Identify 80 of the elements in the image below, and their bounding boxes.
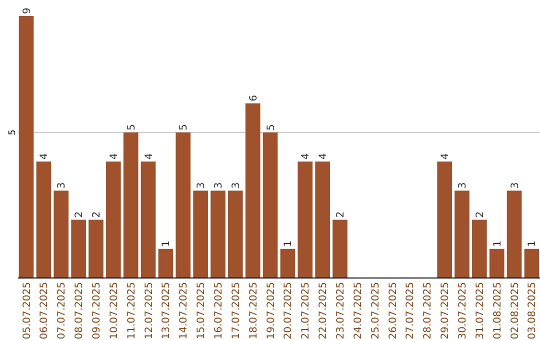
data-label: 4 xyxy=(318,153,330,160)
bar xyxy=(158,248,174,278)
data-label: 1 xyxy=(527,240,538,247)
x-tick-label: 27.07.2025 xyxy=(405,282,416,340)
bar xyxy=(332,220,348,278)
data-label: 2 xyxy=(91,211,102,218)
x-tick-label: 02.08.2025 xyxy=(510,282,521,340)
data-label: 4 xyxy=(300,153,312,160)
x-tick-label: 20.07.2025 xyxy=(283,282,294,340)
x-tick-label: 13.07.2025 xyxy=(161,282,172,340)
bar xyxy=(454,190,470,278)
bar xyxy=(489,248,504,278)
x-tick-label: 16.07.2025 xyxy=(214,282,224,340)
bar xyxy=(140,162,156,278)
bar xyxy=(280,248,296,278)
x-tick-label: 12.07.2025 xyxy=(144,282,155,340)
x-tick-label: 07.07.2025 xyxy=(56,282,68,340)
bar xyxy=(245,103,260,278)
bar xyxy=(88,220,104,278)
data-label: 9 xyxy=(22,8,33,14)
x-tick-label: 30.07.2025 xyxy=(458,282,469,340)
data-label: 4 xyxy=(144,153,155,160)
data-label: 4 xyxy=(108,153,120,160)
x-tick-label: 18.07.2025 xyxy=(248,282,260,340)
x-tick-label: 22.07.2025 xyxy=(318,282,330,340)
data-label: 1 xyxy=(492,240,504,247)
x-tick-label: 31.07.2025 xyxy=(474,282,486,340)
data-label: 6 xyxy=(248,94,260,102)
x-tick-label: 08.07.2025 xyxy=(74,282,86,340)
x-tick-label: 19.07.2025 xyxy=(266,282,277,340)
bar xyxy=(123,132,138,278)
bar xyxy=(506,190,522,278)
data-label: 4 xyxy=(440,153,452,160)
x-tick-label: 28.07.2025 xyxy=(422,282,434,340)
bar xyxy=(524,248,540,278)
x-tick-label: 26.07.2025 xyxy=(388,282,399,340)
bar xyxy=(437,162,452,278)
bar xyxy=(472,220,487,278)
bar xyxy=(36,162,52,278)
data-label: 5 xyxy=(266,124,277,130)
x-tick-label: 01.08.2025 xyxy=(492,282,504,340)
x-tick-label: 09.07.2025 xyxy=(91,282,102,340)
data-label: 3 xyxy=(56,182,68,189)
x-tick-label: 24.07.2025 xyxy=(352,282,364,340)
bar xyxy=(193,190,208,278)
x-tick-label: 25.07.2025 xyxy=(370,282,382,340)
x-tick-label: 29.07.2025 xyxy=(440,282,452,340)
data-label: 3 xyxy=(214,182,224,189)
bar xyxy=(228,190,243,278)
data-label: 2 xyxy=(336,211,346,218)
data-label: 1 xyxy=(283,240,294,247)
data-label: 5 xyxy=(178,124,190,130)
bar xyxy=(298,162,313,278)
x-tick-label: 10.07.2025 xyxy=(108,282,120,340)
data-label: 3 xyxy=(510,182,521,189)
data-label: 3 xyxy=(230,182,242,189)
x-tick-label: 06.07.2025 xyxy=(39,282,50,340)
data-label: 3 xyxy=(458,182,469,189)
data-label: 2 xyxy=(474,211,486,218)
x-tick-label: 14.07.2025 xyxy=(178,282,190,340)
bar xyxy=(106,162,121,278)
x-tick-label: 21.07.2025 xyxy=(300,282,312,340)
bar xyxy=(262,132,278,278)
x-tick-label: 11.07.2025 xyxy=(126,282,138,340)
x-tick-label: 23.07.2025 xyxy=(336,282,346,340)
data-label: 4 xyxy=(39,153,50,160)
data-label: 5 xyxy=(126,124,138,130)
bar xyxy=(18,16,34,278)
x-tick-label: 17.07.2025 xyxy=(230,282,242,340)
bar xyxy=(71,220,86,278)
x-tick-label: 03.08.2025 xyxy=(527,282,538,340)
x-tick-label: 15.07.2025 xyxy=(196,282,208,340)
data-label: 2 xyxy=(74,211,86,218)
bar xyxy=(176,132,191,278)
data-label: 1 xyxy=(161,240,172,247)
x-tick-label: 05.07.2025 xyxy=(22,282,33,340)
bar xyxy=(315,162,330,278)
bar xyxy=(210,190,226,278)
bar xyxy=(54,190,69,278)
data-label: 3 xyxy=(196,182,208,189)
